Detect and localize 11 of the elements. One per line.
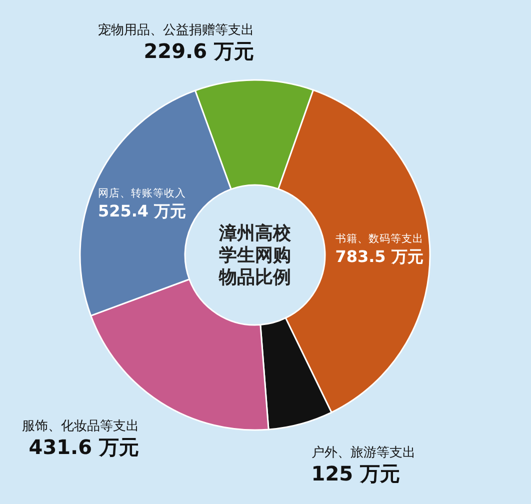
data-label: 229.6 万元 xyxy=(144,39,254,63)
data-label: 125 万元 xyxy=(311,462,400,486)
data-label: 783.5 万元 xyxy=(335,246,424,266)
slice-label: 网店、转账等收入 xyxy=(98,186,186,200)
slice-label: 宠物用品、公益捐赠等支出 xyxy=(98,23,254,38)
slice-label: 书籍、数码等支出 xyxy=(335,232,424,245)
slice-label: 户外、旅游等支出 xyxy=(311,446,416,460)
data-label: 525.4 万元 xyxy=(98,202,186,221)
slice-label: 服饰、化妆品等支出 xyxy=(22,419,140,434)
text: 漳州高校学生网购物品比例 xyxy=(218,223,292,288)
data-label: 431.6 万元 xyxy=(28,435,140,460)
